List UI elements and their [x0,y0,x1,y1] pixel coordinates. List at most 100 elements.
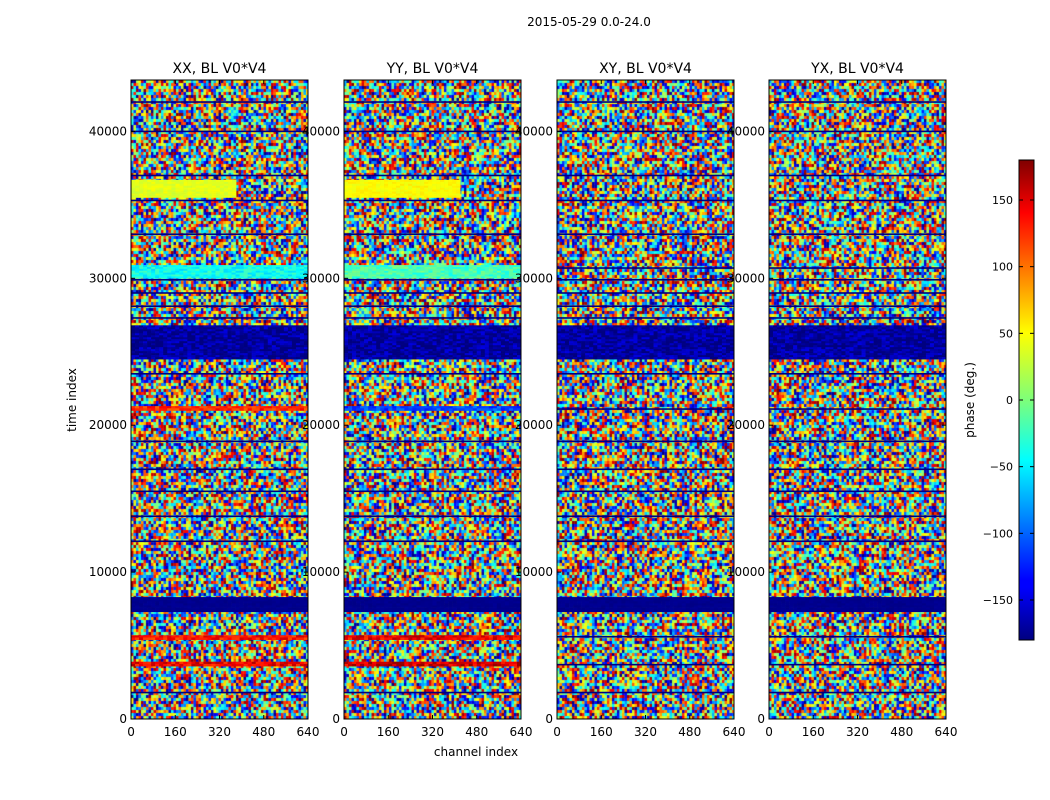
flagged-row [557,635,734,638]
x-tick-label: 480 [465,725,488,739]
phase-band [769,597,947,613]
panel-title: XX, BL V0*V4 [173,61,267,77]
panel-title: YY, BL V0*V4 [386,61,479,77]
figure-suptitle: 2015-05-29 0.0-24.0 [527,15,651,29]
y-tick-label: 10000 [89,565,127,579]
phase-heatmap [769,80,946,719]
flagged-row [769,292,946,294]
phase-band [131,325,309,360]
flagged-row [769,101,946,103]
flagged-row [557,440,734,443]
x-tick-label: 160 [590,725,613,739]
flagged-row [131,440,308,443]
flagged-row [131,468,308,471]
flagged-row [344,292,521,294]
y-tick-label: 20000 [727,418,765,432]
flagged-row [344,540,521,543]
y-tick-label: 10000 [302,565,340,579]
flagged-row [557,267,734,269]
flagged-row [557,292,734,294]
y-tick-label: 0 [545,712,553,726]
colorbar-tick-label: 150 [992,194,1013,207]
phase-band [131,406,309,411]
x-tick-label: 160 [164,725,187,739]
flagged-row [131,305,308,308]
y-tick-label: 40000 [302,124,340,138]
y-tick-label: 10000 [515,565,553,579]
y-axis-label: time index [65,368,79,432]
flagged-row [557,372,734,375]
x-tick-label: 0 [127,725,135,739]
flagged-row [344,305,521,308]
x-tick-label: 640 [935,725,958,739]
flagged-row [769,278,946,281]
colorbar: 150 100 50 0 −50 −100 −150 phase (deg.) [963,159,1035,641]
x-tick-label: 480 [252,725,275,739]
x-tick-label: 160 [377,725,400,739]
x-tick-label: 640 [510,725,533,739]
flagged-row [557,468,734,471]
flagged-row [344,101,521,103]
flagged-row [557,130,734,133]
flagged-row [769,440,946,443]
flagged-row [769,174,946,177]
phase-band [344,635,522,640]
flagged-row [344,174,521,177]
flagged-row [769,515,946,518]
flagged-row [344,233,521,236]
x-tick-label: 320 [846,725,869,739]
y-tick-label: 20000 [515,418,553,432]
flagged-row [344,278,521,281]
flagged-row [344,199,521,202]
flagged-row [769,305,946,308]
y-tick-label: 30000 [515,271,553,285]
flagged-row [769,691,946,694]
panel: YY, BL V0*V4 0 160 320 480 640 0 10000 20000 3000… [302,61,533,739]
y-tick-label: 30000 [727,271,765,285]
y-tick-label: 20000 [302,418,340,432]
y-tick-label: 40000 [727,124,765,138]
flagged-row [131,130,308,133]
flagged-row [557,305,734,308]
colorbar-tick-label: −50 [990,461,1013,474]
y-tick-label: 40000 [515,124,553,138]
flagged-row [131,278,308,281]
flagged-row [344,490,521,493]
phase-band [344,265,522,279]
phase-band [131,265,309,279]
flagged-row [557,174,734,177]
phase-band [344,179,461,198]
phase-band [344,661,522,667]
x-tick-label: 640 [723,725,746,739]
x-tick-label: 640 [297,725,320,739]
flagged-row [557,278,734,281]
x-tick-label: 480 [678,725,701,739]
phase-band [344,597,522,613]
colorbar-tick-label: −100 [983,527,1013,540]
flagged-row [769,490,946,493]
flagged-row [344,372,521,375]
flagged-row [344,130,521,133]
flagged-row [557,691,734,694]
y-tick-label: 0 [757,712,765,726]
y-tick-label: 0 [119,712,127,726]
flagged-row [344,468,521,471]
panel-title: XY, BL V0*V4 [599,61,692,77]
flagged-row [769,130,946,133]
colorbar-label: phase (deg.) [963,362,977,438]
colorbar-tick-label: 50 [999,327,1013,340]
flagged-row [557,540,734,543]
flagged-row [769,267,946,269]
flagged-row [131,372,308,375]
flagged-row [769,635,946,638]
flagged-row [131,515,308,518]
flagged-row [131,540,308,543]
flagged-row [769,199,946,202]
flagged-row [131,174,308,177]
flagged-row [131,691,308,694]
flagged-row [557,317,734,319]
phase-band [131,635,309,640]
x-tick-label: 320 [208,725,231,739]
phase-band [344,406,522,411]
